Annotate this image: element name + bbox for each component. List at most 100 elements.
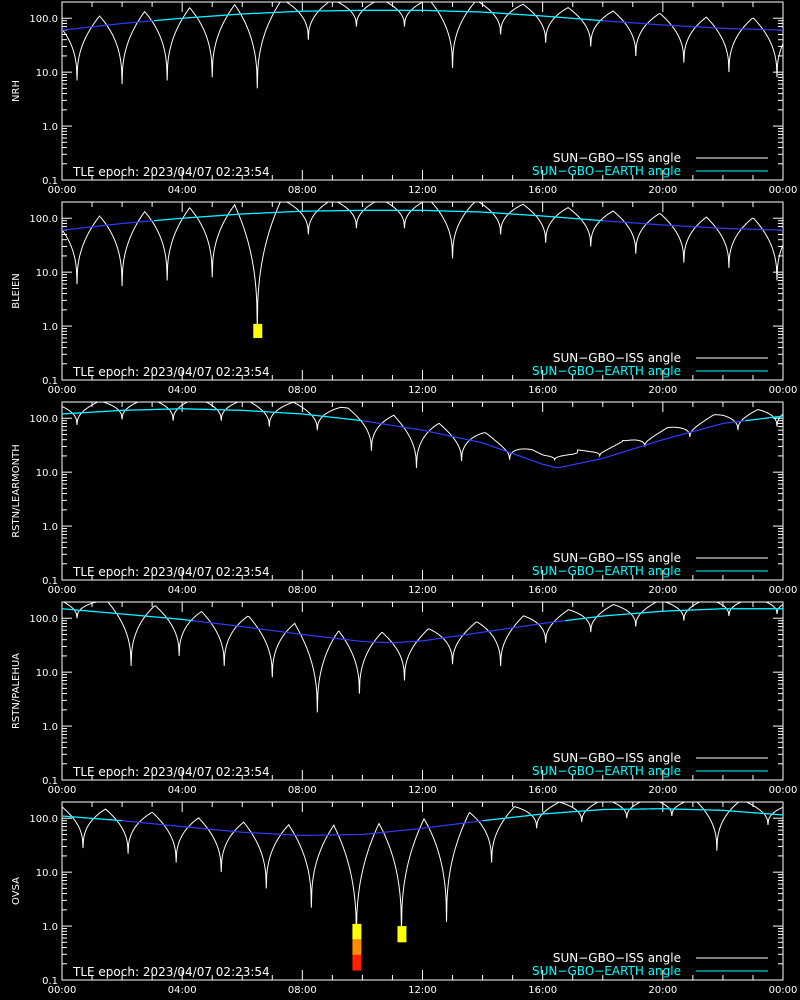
iss-angle-series <box>62 2 783 89</box>
earth-angle-series <box>62 209 783 231</box>
y-tick-label: 10.0 <box>36 868 58 879</box>
panel-2: 0.1 1.0 10.0 100.0 00:00 04:00 08:00 12:00 16:00… <box>11 201 798 396</box>
legend-iss-label: SUN−GBO−ISS angle <box>553 751 681 765</box>
earth-angle-series <box>62 608 783 644</box>
y-axis-label: NRH <box>11 80 22 102</box>
transit-marker <box>352 923 362 940</box>
earth-angle-series-high <box>62 408 783 422</box>
x-tick-label: 00:00 <box>769 585 798 596</box>
x-tick-label: 00:00 <box>769 385 798 396</box>
x-tick-label: 08:00 <box>288 785 317 796</box>
earth-angle-series-high <box>62 808 783 822</box>
transit-marker <box>253 323 263 339</box>
x-tick-label: 00:00 <box>48 585 77 596</box>
legend-earth-label: SUN−GBO−EARTH angle <box>532 564 681 578</box>
transit-marker <box>397 926 407 943</box>
x-tick-label: 08:00 <box>288 585 317 596</box>
y-tick-label: 1.0 <box>42 722 58 733</box>
x-tick-label: 20:00 <box>648 185 677 196</box>
y-tick-label: 0.1 <box>42 376 58 387</box>
y-tick-label: 0.1 <box>42 176 58 187</box>
x-tick-label: 04:00 <box>168 185 197 196</box>
plot-area <box>62 202 783 339</box>
iss-angle-series <box>62 202 783 329</box>
x-tick-label: 12:00 <box>408 185 437 196</box>
x-tick-label: 04:00 <box>168 385 197 396</box>
x-tick-label: 00:00 <box>769 785 798 796</box>
x-tick-label: 12:00 <box>408 985 437 996</box>
x-tick-label: 00:00 <box>48 185 77 196</box>
y-tick-label: 1.0 <box>42 122 58 133</box>
x-tick-label: 12:00 <box>408 785 437 796</box>
panel-1: 0.1 1.0 10.0 100.0 00:00 04:00 08:00 12:00 16:00… <box>11 1 798 196</box>
y-tick-label: 1.0 <box>42 522 58 533</box>
legend-earth-label: SUN−GBO−EARTH angle <box>532 164 681 178</box>
tle-epoch-label: TLE epoch: 2023/04/07 02:23:54 <box>72 565 270 579</box>
panel-5: 0.1 1.0 10.0 100.0 00:00 04:00 08:00 12:00 16:00… <box>11 801 798 996</box>
x-tick-label: 00:00 <box>769 985 798 996</box>
transit-marker <box>352 939 362 955</box>
x-tick-label: 00:00 <box>48 785 77 796</box>
legend-iss-label: SUN−GBO−ISS angle <box>553 551 681 565</box>
plot-area <box>62 602 783 713</box>
y-tick-label: 10.0 <box>36 468 58 479</box>
x-tick-label: 20:00 <box>648 385 677 396</box>
x-tick-label: 04:00 <box>168 585 197 596</box>
y-tick-label: 100.0 <box>29 14 58 25</box>
legend-earth-label: SUN−GBO−EARTH angle <box>532 764 681 778</box>
iss-angle-series <box>62 402 783 468</box>
y-tick-label: 0.1 <box>42 576 58 587</box>
legend-iss-label: SUN−GBO−ISS angle <box>553 951 681 965</box>
iss-angle-series <box>62 802 783 939</box>
y-tick-label: 100.0 <box>29 814 58 825</box>
y-tick-label: 10.0 <box>36 268 58 279</box>
panel-4: 0.1 1.0 10.0 100.0 00:00 04:00 08:00 12:00 16:00… <box>11 601 798 796</box>
tle-epoch-label: TLE epoch: 2023/04/07 02:23:54 <box>72 165 270 179</box>
x-tick-label: 12:00 <box>408 585 437 596</box>
x-tick-label: 12:00 <box>408 385 437 396</box>
x-tick-label: 20:00 <box>648 985 677 996</box>
tle-epoch-label: TLE epoch: 2023/04/07 02:23:54 <box>72 765 270 779</box>
earth-angle-series-high <box>154 9 603 22</box>
plot-area <box>62 402 783 469</box>
earth-angle-series-high <box>62 608 783 622</box>
earth-angle-series-high <box>154 209 603 222</box>
y-tick-label: 10.0 <box>36 668 58 679</box>
y-tick-label: 0.1 <box>42 976 58 987</box>
plot-area <box>62 2 783 89</box>
earth-angle-series <box>62 9 783 31</box>
legend-earth-label: SUN−GBO−EARTH angle <box>532 364 681 378</box>
y-axis-label: OVSA <box>11 877 22 905</box>
plot-area <box>62 802 783 971</box>
legend-earth-label: SUN−GBO−EARTH angle <box>532 964 681 978</box>
legend-iss-label: SUN−GBO−ISS angle <box>553 151 681 165</box>
earth-angle-series <box>62 408 783 469</box>
x-tick-label: 00:00 <box>48 385 77 396</box>
x-tick-label: 08:00 <box>288 385 317 396</box>
x-tick-label: 04:00 <box>168 785 197 796</box>
y-axis-label: RSTN/PALEHUA <box>11 653 22 729</box>
y-tick-label: 100.0 <box>29 414 58 425</box>
y-tick-label: 0.1 <box>42 776 58 787</box>
x-tick-label: 16:00 <box>528 185 557 196</box>
x-tick-label: 00:00 <box>769 185 798 196</box>
tle-epoch-label: TLE epoch: 2023/04/07 02:23:54 <box>72 965 270 979</box>
y-axis-label: BLEIEN <box>11 273 22 309</box>
x-tick-label: 16:00 <box>528 385 557 396</box>
tle-epoch-label: TLE epoch: 2023/04/07 02:23:54 <box>72 365 270 379</box>
y-tick-label: 100.0 <box>29 214 58 225</box>
x-tick-label: 20:00 <box>648 585 677 596</box>
y-tick-label: 100.0 <box>29 614 58 625</box>
transit-marker <box>352 954 362 971</box>
x-tick-label: 16:00 <box>528 585 557 596</box>
x-tick-label: 16:00 <box>528 985 557 996</box>
x-tick-label: 08:00 <box>288 185 317 196</box>
x-tick-label: 04:00 <box>168 985 197 996</box>
y-tick-label: 1.0 <box>42 322 58 333</box>
y-tick-label: 10.0 <box>36 68 58 79</box>
x-tick-label: 08:00 <box>288 985 317 996</box>
legend-iss-label: SUN−GBO−ISS angle <box>553 351 681 365</box>
y-tick-label: 1.0 <box>42 922 58 933</box>
panel-3: 0.1 1.0 10.0 100.0 00:00 04:00 08:00 12:00 16:00… <box>11 401 798 596</box>
